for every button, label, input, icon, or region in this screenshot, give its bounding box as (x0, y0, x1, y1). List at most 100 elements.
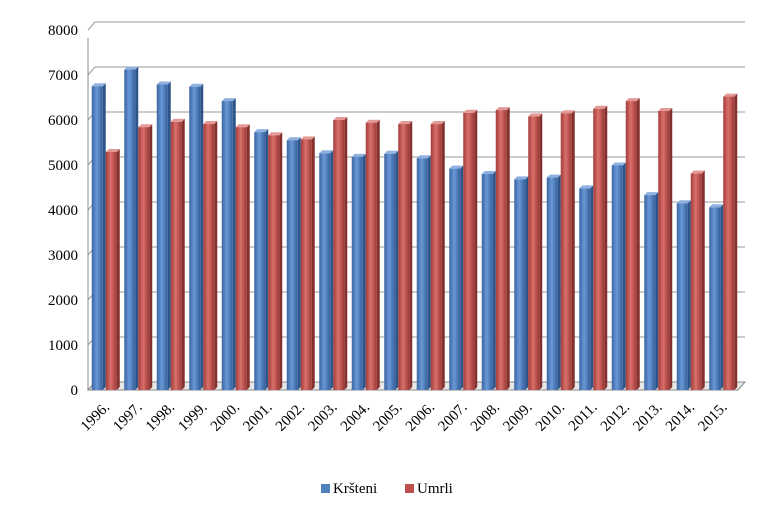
x-tick-label: 1998. (143, 400, 178, 435)
bar-side-series-1 (376, 119, 380, 390)
bar-top-series-1 (593, 105, 608, 109)
y-tick-label: 8000 (48, 23, 78, 39)
bar-side-series-1 (734, 93, 738, 390)
bar-series-1 (495, 110, 507, 390)
bar-top-series-0 (449, 165, 464, 169)
bar-side-series-0 (200, 83, 204, 390)
bar-top-series-1 (300, 136, 315, 140)
bar-top-series-1 (430, 121, 445, 125)
bar-side-series-0 (232, 98, 236, 390)
bar-side-series-1 (506, 107, 510, 390)
bar-series-0 (416, 158, 428, 390)
bar-series-1 (593, 108, 605, 390)
y-tick-label: 3000 (48, 248, 78, 264)
gridline (87, 21, 745, 31)
bar-series-1 (658, 111, 670, 390)
bar-series-1 (528, 116, 540, 391)
x-tick-label: 2002. (273, 400, 308, 435)
bar-top-series-0 (254, 129, 269, 133)
bar-top-series-1 (690, 170, 705, 174)
bar-series-1 (365, 122, 377, 390)
bar-top-series-0 (91, 83, 106, 87)
bar-side-series-0 (427, 155, 431, 390)
bar-side-series-1 (311, 136, 315, 390)
bar-side-series-1 (214, 121, 218, 391)
bar-side-series-0 (297, 137, 301, 390)
bar-side-series-1 (636, 98, 640, 390)
bar-series-1 (235, 127, 247, 390)
x-tick-label: 2015. (695, 400, 730, 435)
bar-top-series-0 (124, 66, 139, 70)
legend-label-series-0: Kršteni (333, 481, 377, 497)
bar-side-series-0 (395, 150, 399, 390)
bar-top-series-0 (514, 176, 529, 180)
bar-series-1 (430, 124, 442, 391)
bar-top-series-1 (235, 124, 250, 128)
bar-top-series-0 (319, 150, 334, 154)
bar-side-series-1 (344, 117, 348, 390)
bar-top-series-1 (625, 98, 640, 102)
bar-side-series-0 (525, 176, 529, 390)
bar-series-1 (560, 113, 572, 390)
bar-side-series-1 (701, 170, 705, 390)
bar-top-series-0 (676, 200, 691, 204)
gridline (87, 111, 745, 121)
x-tick-label: 2013. (630, 400, 665, 435)
bar-side-series-1 (474, 109, 478, 391)
legend-label-series-1: Umrli (417, 481, 453, 497)
bar-side-series-0 (590, 185, 594, 390)
bar-top-series-1 (333, 117, 348, 120)
y-tick-label: 4000 (48, 203, 78, 219)
bar-top-series-0 (709, 204, 724, 208)
bar-side-series-0 (720, 204, 724, 390)
bar-series-0 (156, 84, 168, 390)
bar-series-0 (709, 207, 721, 390)
bar-top-series-1 (170, 118, 185, 122)
bar-side-series-1 (246, 124, 250, 390)
bar-top-series-0 (156, 81, 171, 85)
bar-series-0 (319, 153, 331, 390)
bar-series-0 (514, 179, 526, 390)
bar-top-series-1 (723, 93, 738, 97)
x-tick-label: 2003. (305, 400, 340, 435)
bar-series-0 (221, 101, 233, 390)
x-tick-label: 2000. (208, 400, 243, 435)
bar-top-series-1 (138, 124, 153, 128)
bar-top-series-0 (644, 192, 659, 196)
x-tick-label: 2011. (566, 400, 601, 435)
x-tick-label: 2004. (338, 400, 373, 435)
bar-series-0 (644, 195, 656, 390)
x-tick-label: 2001. (240, 400, 275, 435)
x-tick-label: 1996. (78, 400, 113, 435)
x-tick-label: 2009. (500, 400, 535, 435)
bar-top-series-0 (611, 162, 626, 166)
bar-side-series-0 (460, 165, 464, 390)
bar-side-series-0 (265, 129, 269, 390)
bar-side-series-0 (622, 162, 626, 390)
bar-side-series-1 (409, 121, 413, 391)
bar-side-series-0 (102, 83, 106, 390)
bar-series-1 (170, 121, 182, 391)
bar-top-series-0 (546, 174, 561, 178)
y-tick-label: 0 (71, 383, 79, 399)
bar-series-1 (203, 124, 215, 391)
bar-top-series-0 (481, 171, 496, 174)
bar-series-0 (384, 153, 396, 390)
bar-series-0 (546, 177, 558, 390)
y-tick-label: 2000 (48, 293, 78, 309)
bar-top-series-1 (495, 107, 510, 111)
bar-top-series-1 (560, 110, 575, 114)
x-tick-label: 1999. (175, 400, 210, 435)
x-tick-label: 2005. (370, 400, 405, 435)
y-tick-label: 7000 (48, 68, 78, 84)
bar-series-1 (625, 101, 637, 390)
x-tick-label: 2012. (598, 400, 633, 435)
x-tick-label: 2006. (403, 400, 438, 435)
gridline (87, 66, 745, 76)
bar-series-0 (481, 174, 493, 390)
bar-side-series-0 (362, 153, 366, 390)
bar-series-0 (351, 156, 363, 390)
bar-top-series-1 (658, 108, 673, 111)
bar-side-series-0 (687, 200, 691, 390)
